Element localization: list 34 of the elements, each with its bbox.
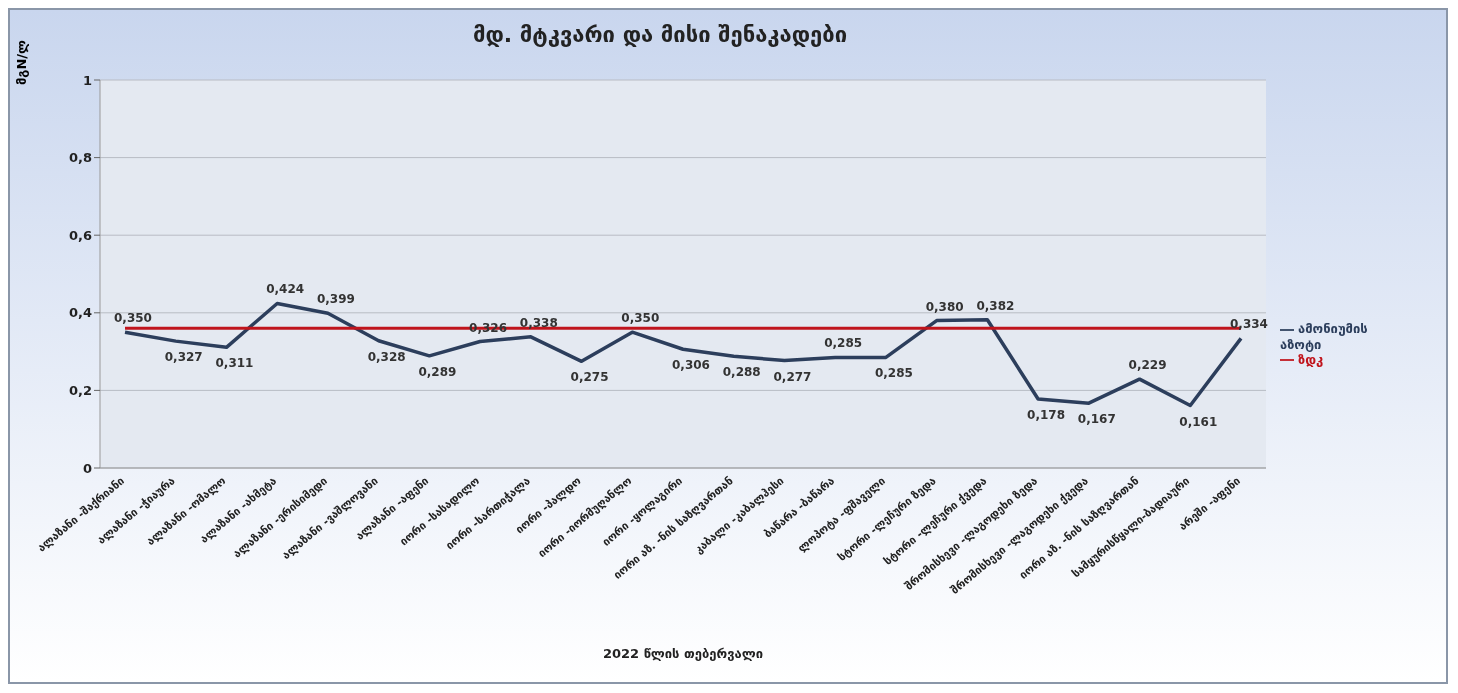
data-label: 0,350 [621,311,660,326]
y-tick-label: 1 [82,72,92,88]
data-label: 0,399 [316,292,355,307]
legend-label: ზდკ [1298,351,1324,367]
y-tick-label: 0,8 [68,150,92,166]
x-axis-title: 2022 წლის თებერვალი [602,646,764,661]
y-tick-label: 0,4 [68,305,92,321]
data-label: 0,326 [469,320,508,335]
data-label: 0,350 [114,311,152,326]
data-label: 0,285 [824,336,863,351]
legend-label: ამონიუმის აზოტი [1280,321,1368,352]
data-label: 0,424 [266,282,305,297]
y-tick-label: 0,2 [68,383,92,399]
data-label: 0,306 [672,358,710,373]
data-label: 0,334 [1230,317,1268,332]
y-tick-label: 0 [82,460,92,476]
data-label: 0,277 [773,369,812,384]
data-label: 0,311 [215,356,254,371]
y-axis-title: მგN/ლ [14,40,29,86]
data-label: 0,275 [570,370,609,385]
data-label: 0,285 [874,366,913,381]
chart-title: მდ. მტკვარი და მისი შენაკადები [472,22,848,47]
data-label: 0,328 [367,349,406,364]
data-label: 0,327 [164,350,203,365]
data-label: 0,178 [1027,407,1066,422]
data-label: 0,288 [722,365,761,380]
y-tick-label: 0,6 [68,227,92,243]
data-label: 0,289 [418,364,457,379]
data-label: 0,382 [976,298,1015,313]
data-label: 0,167 [1077,412,1116,427]
data-label: 0,380 [925,299,964,314]
data-label: 0,338 [519,315,558,330]
data-label: 0,229 [1128,358,1167,373]
data-label: 0,161 [1179,414,1218,429]
